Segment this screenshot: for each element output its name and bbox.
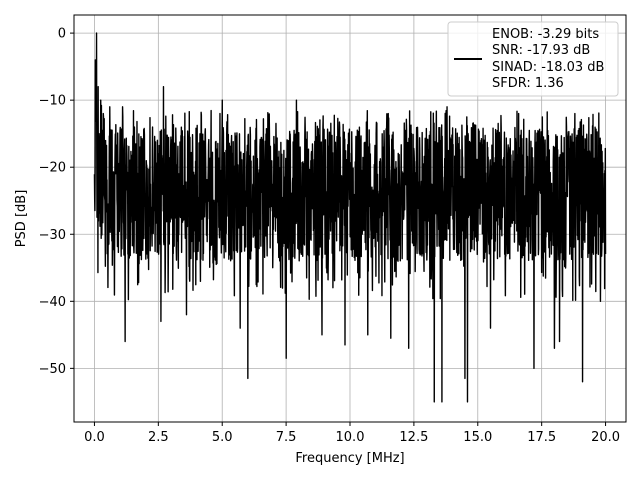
x-tick-label: 17.5 bbox=[527, 430, 556, 445]
y-tick-label: −30 bbox=[39, 228, 66, 243]
y-tick-label: 0 bbox=[58, 27, 66, 42]
x-tick-label: 12.5 bbox=[399, 430, 428, 445]
x-tick-label: 15.0 bbox=[463, 430, 492, 445]
y-tick-label: −10 bbox=[39, 94, 66, 109]
y-tick-label: −20 bbox=[39, 161, 66, 176]
x-tick-label: 2.5 bbox=[148, 430, 169, 445]
y-tick-label: −40 bbox=[39, 295, 66, 310]
psd-series bbox=[93, 32, 607, 403]
y-axis: 0 −10 −20 −30 −40 −50 bbox=[39, 27, 74, 377]
y-tick-label: −50 bbox=[39, 362, 66, 377]
x-tick-label: 20.0 bbox=[591, 430, 620, 445]
legend-line-snr: SNR: -17.93 dB bbox=[492, 43, 590, 58]
x-axis: 0.0 2.5 5.0 7.5 10.0 12.5 15.0 17.5 20.0 bbox=[84, 422, 620, 445]
x-tick-label: 5.0 bbox=[212, 430, 233, 445]
y-axis-label: PSD [dB] bbox=[14, 190, 29, 248]
x-tick-label: 7.5 bbox=[276, 430, 297, 445]
legend-line-enob: ENOB: -3.29 bits bbox=[492, 27, 599, 42]
psd-trace bbox=[93, 32, 607, 403]
legend-box bbox=[447, 21, 619, 97]
legend-line-sinad: SINAD: -18.03 dB bbox=[492, 60, 604, 75]
x-axis-label: Frequency [MHz] bbox=[295, 451, 404, 466]
x-tick-label: 10.0 bbox=[336, 430, 365, 445]
x-tick-label: 0.0 bbox=[84, 430, 105, 445]
legend: ENOB: -3.29 bits SNR: -17.93 dB SINAD: -… bbox=[447, 21, 619, 97]
legend-line-sfdr: SFDR: 1.36 bbox=[492, 76, 564, 91]
